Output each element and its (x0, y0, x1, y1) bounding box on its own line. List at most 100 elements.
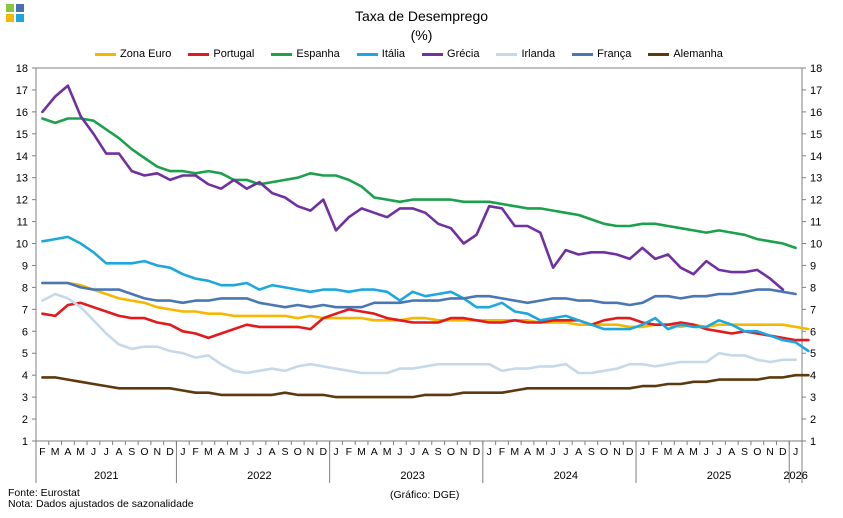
legend-swatch (422, 52, 444, 56)
x-month-label: F (192, 446, 198, 458)
y-tick-label-right: 11 (810, 217, 821, 229)
x-month-label: M (230, 446, 239, 458)
legend-label: Grécia (447, 48, 480, 60)
x-month-label: J (487, 446, 492, 458)
x-month-label: A (371, 446, 378, 458)
x-month-label: F (39, 446, 45, 458)
y-tick-label-left: 14 (16, 151, 28, 163)
x-month-label: O (753, 446, 761, 458)
series-line-italia (41, 235, 810, 353)
legend-item: Grécia (422, 48, 479, 60)
x-month-label: A (115, 446, 122, 458)
x-month-label: A (269, 446, 276, 458)
y-tick-label-left: 13 (16, 173, 28, 185)
legend-swatch (648, 52, 670, 56)
plot-frame (35, 67, 803, 442)
x-month-label: S (128, 446, 135, 458)
y-tick-label-left: 6 (22, 326, 28, 338)
legend-item: Zona Euro (95, 48, 171, 60)
dge-logo-icon (6, 4, 24, 22)
y-tick-label-left: 10 (16, 239, 28, 251)
x-month-label: J (410, 446, 415, 458)
x-month-label: N (153, 446, 161, 458)
y-tick-label-right: 14 (810, 151, 822, 163)
chart-legend: Zona Euro Portugal Espanha Itália Grécia Irla… (95, 48, 740, 60)
series-line-alemanha (41, 373, 810, 399)
x-month-label: D (166, 446, 174, 458)
x-month-label: D (319, 446, 327, 458)
x-month-label: J (257, 446, 262, 458)
series-line-franca (41, 281, 797, 309)
x-month-label: M (76, 446, 85, 458)
legend-label: Alemanha (673, 48, 723, 60)
legend-swatch (356, 52, 378, 56)
x-month-label: S (435, 446, 442, 458)
x-year-label: 2021 (94, 470, 118, 482)
seasonal-adjustment-note: Nota: Dados ajustados de sazonalidade (8, 498, 194, 510)
legend-swatch (496, 52, 518, 56)
x-month-label: J (180, 446, 185, 458)
y-tick-label-right: 16 (810, 107, 822, 119)
x-month-label: J (563, 446, 568, 458)
series-line-irlanda (41, 292, 797, 375)
y-tick-label-left: 12 (16, 195, 28, 207)
y-tick-label-left: 7 (22, 304, 28, 316)
y-tick-label-left: 9 (22, 260, 28, 272)
chart-title: Taxa de Desemprego (354, 8, 489, 24)
x-month-label: N (766, 446, 774, 458)
y-tick-label-right: 8 (810, 282, 816, 294)
x-month-label: F (652, 446, 658, 458)
y-tick-label-left: 18 (16, 63, 28, 75)
y-tick-label-right: 7 (810, 304, 816, 316)
x-month-label: A (677, 446, 684, 458)
x-year-label: 2023 (400, 470, 424, 482)
series-line-zona-euro (41, 281, 810, 331)
legend-label: Espanha (296, 48, 340, 60)
x-month-label: M (357, 446, 366, 458)
y-tick-label-left: 4 (22, 370, 28, 382)
legend-item: Irlanda (496, 48, 555, 60)
x-month-label: M (510, 446, 519, 458)
x-month-label: J (716, 446, 721, 458)
legend-item: Portugal (188, 48, 254, 60)
y-tick-label-right: 13 (810, 173, 822, 185)
x-month-label: M (204, 446, 213, 458)
x-month-label: O (600, 446, 608, 458)
y-tick-label-left: 8 (22, 282, 28, 294)
x-month-label: M (536, 446, 545, 458)
y-tick-label-right: 6 (810, 326, 816, 338)
x-month-label: O (140, 446, 148, 458)
x-month-label: A (64, 446, 71, 458)
x-month-label: J (550, 446, 555, 458)
x-month-label: J (704, 446, 709, 458)
legend-swatch (572, 52, 594, 56)
x-month-label: F (346, 446, 352, 458)
y-tick-label-right: 10 (810, 239, 822, 251)
x-year-label: 2026 (783, 470, 807, 482)
y-tick-label-left: 5 (22, 348, 28, 360)
x-month-label: M (383, 446, 392, 458)
legend-label: Zona Euro (120, 48, 172, 60)
x-month-label: A (728, 446, 735, 458)
legend-label: França (597, 48, 632, 60)
y-tick-label-right: 12 (810, 195, 822, 207)
x-month-label: J (91, 446, 96, 458)
x-month-label: J (104, 446, 109, 458)
x-month-label: M (689, 446, 698, 458)
x-month-label: J (640, 446, 645, 458)
legend-label: Itália (381, 48, 406, 60)
y-tick-label-right: 9 (810, 260, 816, 272)
x-month-label: S (588, 446, 595, 458)
x-month-label: A (218, 446, 225, 458)
legend-swatch (188, 52, 210, 56)
x-month-label: O (294, 446, 302, 458)
legend-swatch (271, 52, 293, 56)
chart-credit: (Gráfico: DGE) (390, 489, 460, 501)
x-month-label: D (626, 446, 634, 458)
y-tick-label-left: 15 (16, 129, 28, 141)
chart-subtitle: (%) (410, 27, 433, 43)
y-tick-label-left: 2 (22, 414, 28, 426)
series-line-grecia (41, 84, 785, 291)
y-tick-label-right: 2 (810, 414, 816, 426)
